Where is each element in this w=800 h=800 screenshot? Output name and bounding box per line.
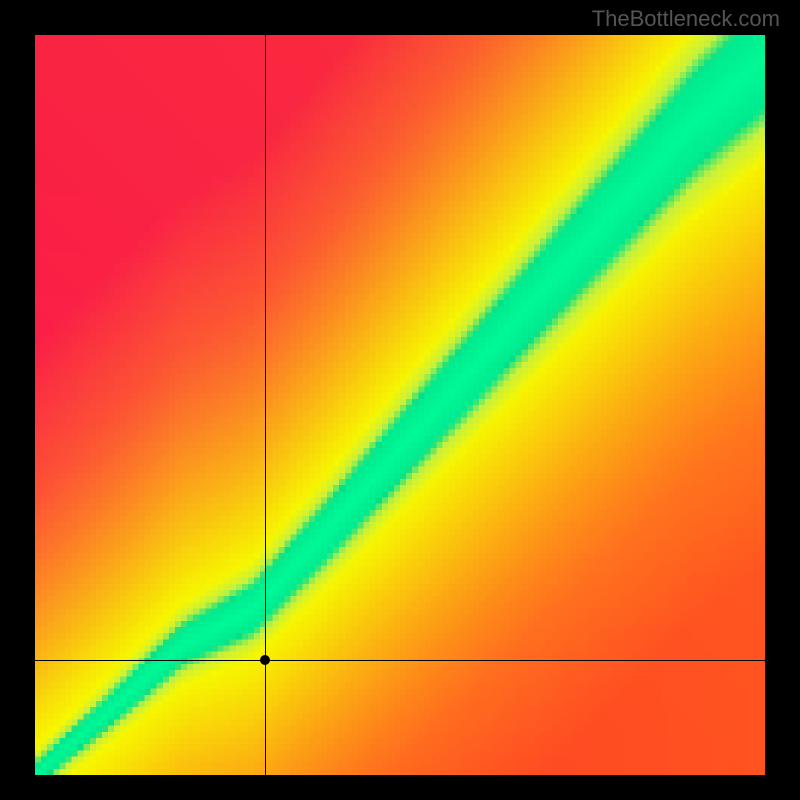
heatmap-canvas [35, 35, 765, 775]
attribution-text: TheBottleneck.com [592, 6, 780, 32]
crosshair-marker [260, 655, 270, 665]
crosshair-horizontal [35, 660, 765, 661]
chart-container: TheBottleneck.com [0, 0, 800, 800]
heatmap-plot-area [35, 35, 765, 775]
